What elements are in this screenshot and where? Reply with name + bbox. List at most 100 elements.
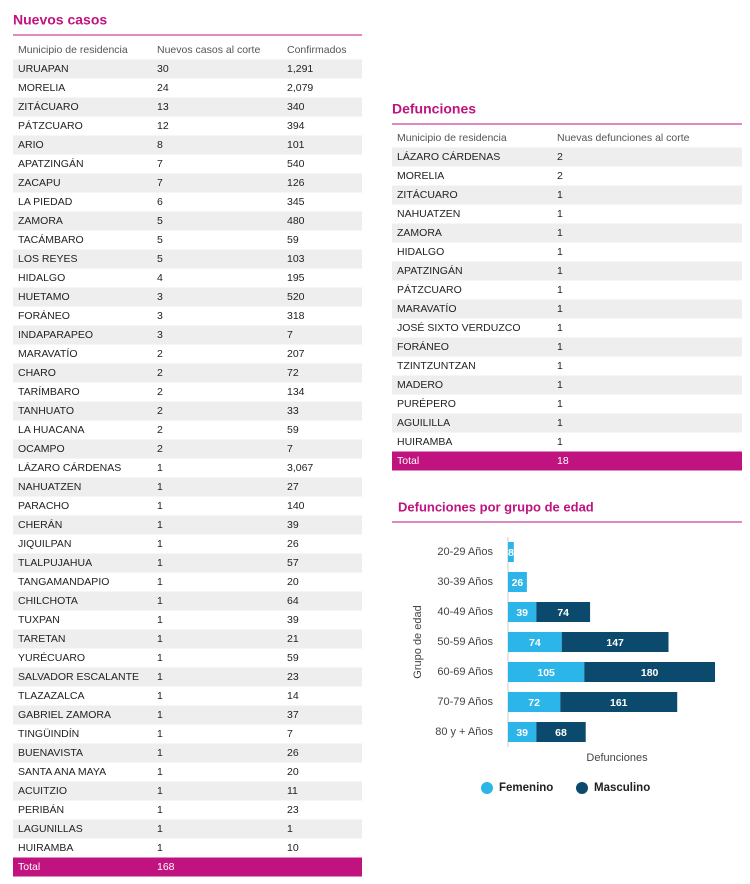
value-label: 26 xyxy=(512,577,524,589)
header-cell: Municipio de residencia xyxy=(397,132,507,144)
cell: 1 xyxy=(157,614,163,626)
row-bg xyxy=(392,394,742,414)
row-bg xyxy=(13,458,362,478)
cell: 134 xyxy=(287,386,305,398)
row-bg xyxy=(13,211,362,231)
cell: 1 xyxy=(157,652,163,664)
cell: 7 xyxy=(287,329,293,341)
cell: 5 xyxy=(157,215,163,227)
cell: 1 xyxy=(557,246,563,258)
cell: 1 xyxy=(157,519,163,531)
row-bg xyxy=(13,648,362,668)
y-tick-label: 80 y + Años xyxy=(435,726,493,738)
header-cell: Nuevos casos al corte xyxy=(157,44,260,56)
cell: TARETAN xyxy=(18,633,65,645)
cell: HUIRAMBA xyxy=(397,436,452,448)
row-bg xyxy=(13,401,362,421)
cell: 39 xyxy=(287,519,299,531)
cell: MORELIA xyxy=(18,82,65,94)
total-cell: Total xyxy=(397,455,419,467)
cell: LA PIEDAD xyxy=(18,196,73,208)
cell: HIDALGO xyxy=(18,272,65,284)
cell: 7 xyxy=(287,728,293,740)
cell: 5 xyxy=(157,253,163,265)
value-label: 39 xyxy=(516,727,528,739)
cell: OCAMPO xyxy=(18,443,65,455)
cell: 30 xyxy=(157,63,169,75)
cell: TLALPUJAHUA xyxy=(18,557,92,569)
cell: 4 xyxy=(157,272,163,284)
cell: 1 xyxy=(157,766,163,778)
cell: PÁTZCUARO xyxy=(397,283,462,296)
cell: ACUITZIO xyxy=(18,785,67,797)
cell: 1 xyxy=(557,322,563,334)
cell: 1 xyxy=(557,303,563,315)
cell: 3 xyxy=(157,329,163,341)
bar xyxy=(508,722,537,742)
cell: 1 xyxy=(157,671,163,683)
cell: 1 xyxy=(157,823,163,835)
cell: BUENAVISTA xyxy=(18,747,83,759)
row-bg xyxy=(392,261,742,281)
row-bg xyxy=(13,553,362,573)
value-label: 72 xyxy=(528,697,540,709)
cell: 24 xyxy=(157,82,169,94)
cell: ZAMORA xyxy=(397,227,442,239)
total-cell: 168 xyxy=(157,861,175,873)
cell: CHILCHOTA xyxy=(18,595,78,607)
y-tick-label: 30-39 Años xyxy=(437,576,493,588)
cell: 2 xyxy=(557,151,563,163)
value-label: 8 xyxy=(508,547,514,559)
cell: 1 xyxy=(157,804,163,816)
row-bg xyxy=(13,629,362,649)
row-bg xyxy=(392,280,742,300)
cell: 540 xyxy=(287,158,305,170)
cell: 1 xyxy=(557,265,563,277)
legend-swatch xyxy=(481,782,493,794)
row-bg xyxy=(13,705,362,725)
row-bg xyxy=(392,356,742,376)
cell: NAHUATZEN xyxy=(397,208,460,220)
row-bg xyxy=(13,420,362,440)
cell: 1 xyxy=(557,341,563,353)
cell: 1 xyxy=(157,595,163,607)
row-bg xyxy=(392,166,742,186)
value-label: 74 xyxy=(557,607,569,619)
value-label: 105 xyxy=(537,667,555,679)
cell: 37 xyxy=(287,709,299,721)
cell: 6 xyxy=(157,196,163,208)
cell: 1 xyxy=(157,785,163,797)
cell: 1 xyxy=(157,842,163,854)
cell: 1 xyxy=(157,633,163,645)
bar xyxy=(536,602,591,622)
bar xyxy=(508,602,537,622)
cell: YURÉCUARO xyxy=(18,651,85,664)
cell: 72 xyxy=(287,367,299,379)
cell: 1 xyxy=(557,360,563,372)
cell: 2 xyxy=(157,424,163,436)
cell: 340 xyxy=(287,101,305,113)
cell: TLAZAZALCA xyxy=(18,690,85,702)
row-bg xyxy=(13,572,362,592)
cell: 2 xyxy=(157,386,163,398)
row-bg xyxy=(13,173,362,193)
cell: 1 xyxy=(157,538,163,550)
cell: 1 xyxy=(157,500,163,512)
cell: 1 xyxy=(557,189,563,201)
row-bg xyxy=(13,230,362,250)
row-bg xyxy=(13,743,362,763)
cell: TINGÜINDÍN xyxy=(18,727,79,740)
row-bg xyxy=(392,147,742,167)
cell: LAGUNILLAS xyxy=(18,823,83,835)
row-bg xyxy=(392,318,742,338)
cell: 3 xyxy=(157,291,163,303)
cell: 12 xyxy=(157,120,169,132)
cell: 64 xyxy=(287,595,299,607)
row-bg xyxy=(13,97,362,117)
cell: 2 xyxy=(157,348,163,360)
row-bg xyxy=(13,819,362,839)
row-bg xyxy=(13,686,362,706)
table-title: Nuevos casos xyxy=(13,12,107,28)
row-bg xyxy=(13,781,362,801)
cell: 1 xyxy=(157,462,163,474)
